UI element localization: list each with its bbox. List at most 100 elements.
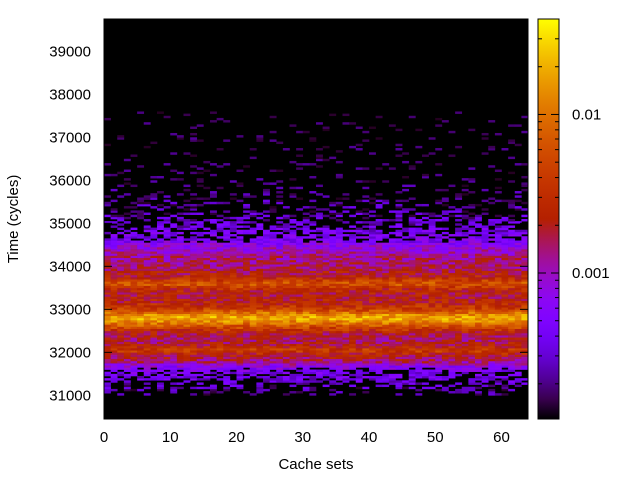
heatmap-cell	[157, 328, 164, 332]
heatmap-cell	[494, 238, 502, 241]
heatmap-cell	[229, 223, 237, 226]
heatmap-cell	[448, 184, 456, 188]
heatmap-cell	[203, 302, 211, 306]
heatmap-cell	[104, 352, 111, 355]
heatmap-cell	[501, 216, 509, 220]
heatmap-cell	[408, 348, 416, 351]
heatmap-cell	[282, 315, 290, 319]
heatmap-cell	[263, 249, 270, 252]
heatmap-cell	[388, 343, 396, 347]
heatmap-cell	[316, 234, 323, 237]
heatmap-cell	[302, 255, 310, 259]
heatmap-cell	[236, 375, 244, 379]
heatmap-cell	[322, 244, 330, 248]
heatmap-cell	[428, 350, 436, 353]
heatmap-cell	[475, 358, 482, 362]
heatmap-cell	[362, 313, 370, 317]
heatmap-cell	[249, 231, 257, 235]
heatmap-cell	[435, 311, 443, 314]
heatmap-cell	[176, 283, 184, 286]
heatmap-cell	[104, 354, 111, 357]
heatmap-cell	[494, 266, 502, 269]
heatmap-cell	[521, 298, 529, 302]
heatmap-cell	[203, 244, 211, 248]
heatmap-cell	[428, 326, 436, 329]
heatmap-cell	[435, 328, 443, 332]
heatmap-cell	[263, 219, 270, 222]
heatmap-cell	[104, 388, 111, 392]
heatmap-cell	[521, 345, 529, 349]
heatmap-cell	[388, 328, 396, 332]
heatmap-cell	[243, 300, 251, 304]
heatmap-cell	[229, 365, 237, 368]
heatmap-cell	[508, 270, 516, 274]
heatmap-cell	[408, 365, 416, 368]
heatmap-cell	[256, 324, 264, 327]
heatmap-cell	[349, 234, 357, 237]
heatmap-cell	[316, 350, 323, 353]
heatmap-cell	[395, 305, 403, 308]
heatmap-cell	[236, 317, 244, 321]
heatmap-cell	[362, 324, 370, 327]
heatmap-cell	[196, 345, 204, 349]
heatmap-cell	[342, 335, 350, 338]
heatmap-cell	[210, 240, 217, 243]
heatmap-cell	[481, 313, 489, 317]
heatmap-cell	[282, 326, 290, 329]
heatmap-cell	[123, 236, 131, 239]
heatmap-cell	[170, 257, 178, 261]
heatmap-cell	[388, 253, 396, 256]
heatmap-cell	[349, 229, 357, 233]
heatmap-cell	[223, 210, 231, 213]
heatmap-cell	[355, 345, 363, 349]
heatmap-cell	[362, 326, 370, 329]
heatmap-cell	[210, 332, 217, 336]
heatmap-cell	[342, 317, 350, 321]
heatmap-cell	[276, 246, 284, 250]
heatmap-cell	[223, 332, 231, 336]
heatmap-cell	[441, 212, 449, 215]
heatmap-cell	[428, 264, 436, 267]
heatmap-cell	[481, 350, 489, 353]
heatmap-cell	[243, 337, 251, 340]
heatmap-cell	[190, 219, 198, 222]
heatmap-cell	[521, 238, 529, 241]
heatmap-cell	[355, 264, 363, 267]
heatmap-cell	[104, 315, 111, 319]
heatmap-cell	[183, 322, 191, 325]
heatmap-cell	[309, 388, 317, 392]
heatmap-cell	[362, 262, 370, 265]
heatmap-cell	[282, 292, 290, 295]
heatmap-cell	[435, 388, 443, 392]
heatmap-cell	[203, 270, 211, 274]
heatmap-cell	[355, 328, 363, 332]
heatmap-cell	[521, 367, 529, 370]
heatmap-cell	[117, 244, 125, 248]
heatmap-cell	[296, 380, 304, 383]
heatmap-cell	[117, 287, 125, 291]
heatmap-cell	[349, 330, 357, 334]
heatmap-cell	[481, 315, 489, 319]
heatmap-cell	[461, 285, 469, 289]
heatmap-cell	[223, 350, 231, 353]
heatmap-cell	[355, 348, 363, 351]
heatmap-cell	[137, 352, 145, 355]
heatmap-cell	[170, 285, 178, 289]
heatmap-cell	[329, 393, 337, 396]
heatmap-cell	[302, 388, 310, 392]
heatmap-cell	[190, 326, 198, 329]
heatmap-cell	[256, 294, 264, 297]
heatmap-cell	[408, 240, 416, 243]
heatmap-cell	[475, 373, 482, 377]
heatmap-cell	[110, 214, 118, 218]
heatmap-cell	[296, 324, 304, 327]
heatmap-cell	[216, 324, 224, 327]
heatmap-cell	[276, 231, 284, 235]
heatmap-cell	[468, 279, 476, 282]
heatmap-cell	[342, 206, 350, 209]
heatmap-cell	[170, 339, 178, 342]
heatmap-cell	[441, 253, 449, 256]
heatmap-cell	[375, 255, 383, 259]
heatmap-cell	[475, 231, 482, 235]
heatmap-cell	[494, 382, 502, 385]
